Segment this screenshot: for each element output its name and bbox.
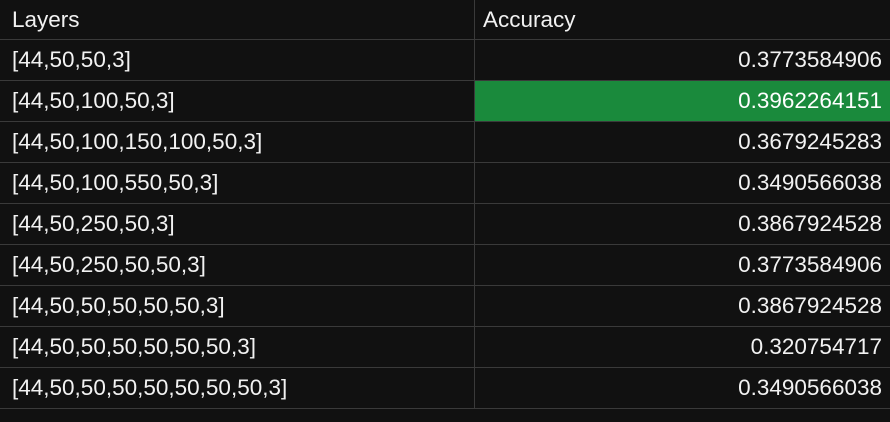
table-row: [44,50,50,3] 0.3773584906 — [0, 40, 890, 81]
cell-accuracy[interactable]: 0.320754717 — [750, 334, 882, 359]
cell-accuracy[interactable]: 0.3490566038 — [738, 170, 882, 195]
cell-layers[interactable]: [44,50,100,150,100,50,3] — [0, 122, 475, 162]
cell-accuracy[interactable]: 0.3773584906 — [738, 252, 882, 277]
table-row: [44,50,50,50,50,50,50,3] 0.320754717 — [0, 327, 890, 368]
cell-accuracy[interactable]: 0.3867924528 — [738, 211, 882, 236]
cell-accuracy[interactable]: 0.3679245283 — [738, 129, 882, 154]
cell-layers[interactable]: [44,50,50,3] — [0, 40, 475, 80]
cell-layers[interactable]: [44,50,50,50,50,50,50,50,3] — [0, 368, 475, 408]
cell-layers[interactable]: [44,50,50,50,50,50,3] — [0, 286, 475, 326]
cell-accuracy[interactable]: 0.3867924528 — [738, 293, 882, 318]
cell-layers[interactable]: [44,50,250,50,3] — [0, 204, 475, 244]
cell-layers[interactable]: [44,50,250,50,50,3] — [0, 245, 475, 285]
cell-accuracy-highlighted[interactable]: 0.3962264151 — [475, 81, 890, 121]
cell-layers[interactable]: [44,50,50,50,50,50,50,3] — [0, 327, 475, 367]
table-row: [44,50,100,550,50,3] 0.3490566038 — [0, 163, 890, 204]
table-row: [44,50,50,50,50,50,50,50,3] 0.3490566038 — [0, 368, 890, 409]
table-row: [44,50,250,50,3] 0.3867924528 — [0, 204, 890, 245]
cell-accuracy[interactable]: 0.3490566038 — [738, 375, 882, 400]
cell-layers[interactable]: [44,50,100,550,50,3] — [0, 163, 475, 203]
header-row: Layers Accuracy — [0, 0, 890, 40]
table-row: [44,50,100,150,100,50,3] 0.3679245283 — [0, 122, 890, 163]
cell-accuracy[interactable]: 0.3773584906 — [738, 47, 882, 72]
table-row: [44,50,250,50,50,3] 0.3773584906 — [0, 245, 890, 286]
table-row: [44,50,100,50,3] 0.3962264151 — [0, 81, 890, 122]
header-cell-layers[interactable]: Layers — [0, 0, 475, 39]
header-cell-accuracy[interactable]: Accuracy — [483, 6, 576, 32]
table-row: [44,50,50,50,50,50,3] 0.3867924528 — [0, 286, 890, 327]
cell-layers[interactable]: [44,50,100,50,3] — [0, 81, 475, 121]
